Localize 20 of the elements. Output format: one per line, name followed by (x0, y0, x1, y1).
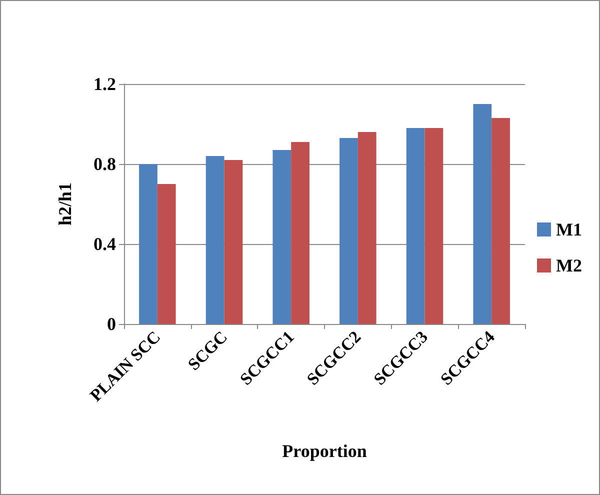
y-tick-label: 0 (107, 314, 116, 334)
bar (492, 118, 510, 324)
y-axis-title: h2/h1 (55, 182, 75, 226)
bar (358, 132, 376, 324)
y-tick-label: 0.4 (94, 234, 116, 254)
legend-label: M2 (556, 256, 582, 276)
bar (206, 156, 224, 324)
bar (272, 150, 292, 324)
bar (406, 128, 425, 324)
bar (139, 164, 158, 324)
bar (424, 128, 444, 324)
bar (340, 138, 358, 324)
bar (224, 160, 243, 324)
y-tick-label: 0.8 (94, 154, 116, 174)
bar (157, 184, 176, 324)
legend-label: M1 (556, 220, 582, 240)
x-axis-title: Proportion (282, 441, 367, 461)
bar (291, 142, 310, 324)
bar (473, 104, 492, 324)
y-tick-label: 1.2 (94, 74, 116, 94)
